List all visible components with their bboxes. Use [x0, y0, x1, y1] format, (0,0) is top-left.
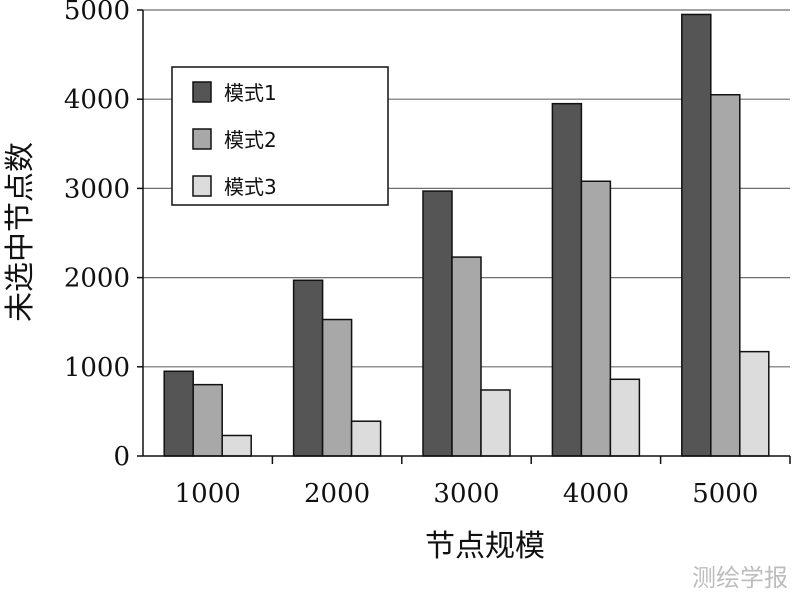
x-tick-label: 2000	[304, 479, 370, 509]
y-tick-label: 5000	[64, 0, 130, 26]
bar	[609, 378, 641, 457]
x-tick-label: 1000	[175, 479, 241, 509]
bar	[221, 434, 252, 457]
y-tick-label: 0	[113, 442, 130, 472]
y-axis-title: 未选中节点数	[3, 142, 38, 322]
bar	[681, 13, 712, 457]
x-axis-title: 节点规模	[425, 529, 545, 564]
axes	[137, 9, 791, 464]
x-tick-label: 4000	[563, 479, 629, 509]
y-tick-label: 2000	[64, 264, 130, 294]
y-tick-label: 1000	[64, 353, 130, 383]
legend-label: 模式3	[224, 175, 277, 199]
bar	[350, 420, 382, 457]
bar	[192, 383, 223, 457]
y-tick-labels: 0 1000 2000 3000 4000 5000	[64, 0, 130, 472]
legend-label: 模式1	[224, 81, 277, 105]
bar	[739, 350, 770, 457]
bar	[422, 190, 453, 457]
legend: 模式1 模式2 模式3	[171, 66, 389, 206]
y-tick-label: 3000	[64, 174, 130, 204]
legend-swatch	[192, 175, 212, 197]
bar	[551, 102, 583, 457]
bar	[480, 389, 511, 457]
y-tick-label: 4000	[64, 85, 130, 115]
bar	[451, 256, 482, 457]
bar	[580, 180, 612, 457]
bar	[321, 318, 353, 457]
watermark-text: 测绘学报	[692, 564, 788, 592]
bars	[163, 13, 770, 457]
bar	[163, 370, 194, 457]
x-tick-label: 3000	[433, 479, 499, 509]
legend-swatch	[192, 128, 212, 150]
legend-label: 模式2	[224, 128, 277, 152]
legend-swatch	[192, 81, 212, 103]
bar	[292, 279, 324, 457]
bar	[710, 93, 741, 457]
x-tick-label: 5000	[692, 479, 758, 509]
x-tick-labels: 1000 2000 3000 4000 5000	[175, 479, 759, 509]
